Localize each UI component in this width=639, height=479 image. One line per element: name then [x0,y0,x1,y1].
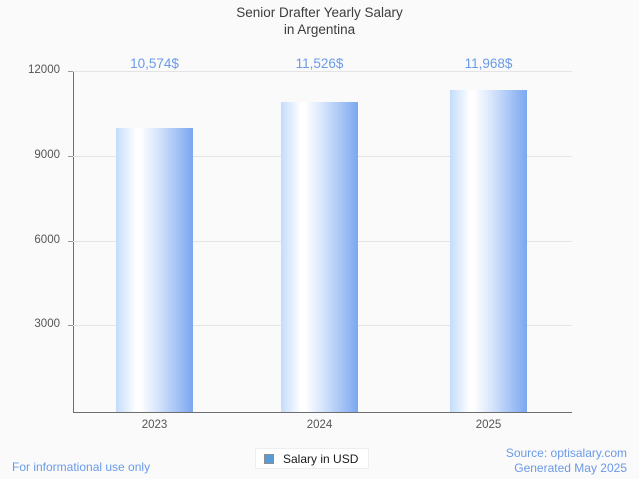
tick-mark-9000 [68,156,73,157]
tick-mark-12000 [68,71,73,72]
legend-color-swatch-icon [264,453,274,464]
generated-date-text: Generated May 2025 [514,461,627,475]
y-tick-label-12000: 12000 [28,64,60,76]
data-label-2025: 11,968$ [464,56,513,71]
chart-legend[interactable]: Salary in USD [255,448,370,469]
gridline-12000 [68,71,572,72]
y-axis-line [73,71,74,413]
x-tick-label-2025: 2025 [475,419,502,431]
bar-2024[interactable] [281,102,358,412]
tick-mark-3000 [68,325,73,326]
chart-title: Senior Drafter Yearly Salary in Argentin… [0,4,639,38]
x-tick-label-2023: 2023 [141,419,168,431]
disclaimer-text: For informational use only [12,460,151,474]
chart-title-line-1: Senior Drafter Yearly Salary [236,5,403,20]
x-axis-line [73,412,572,413]
bar-2023[interactable] [116,128,193,412]
plot-area [68,71,572,412]
source-text: Source: optisalary.com [505,446,627,460]
y-tick-label-9000: 9000 [34,149,60,161]
data-label-2023: 10,574$ [130,56,179,71]
y-tick-label-3000: 3000 [34,318,60,330]
chart-title-line-2: in Argentina [283,22,356,37]
y-tick-label-6000: 6000 [34,234,60,246]
x-tick-label-2024: 2024 [306,419,333,431]
source-block: Source: optisalary.com Generated May 202… [506,446,627,476]
bar-2025[interactable] [450,90,527,412]
legend-item-label: Salary in USD [283,451,359,466]
data-label-2024: 11,526$ [295,56,344,71]
tick-mark-6000 [68,241,73,242]
